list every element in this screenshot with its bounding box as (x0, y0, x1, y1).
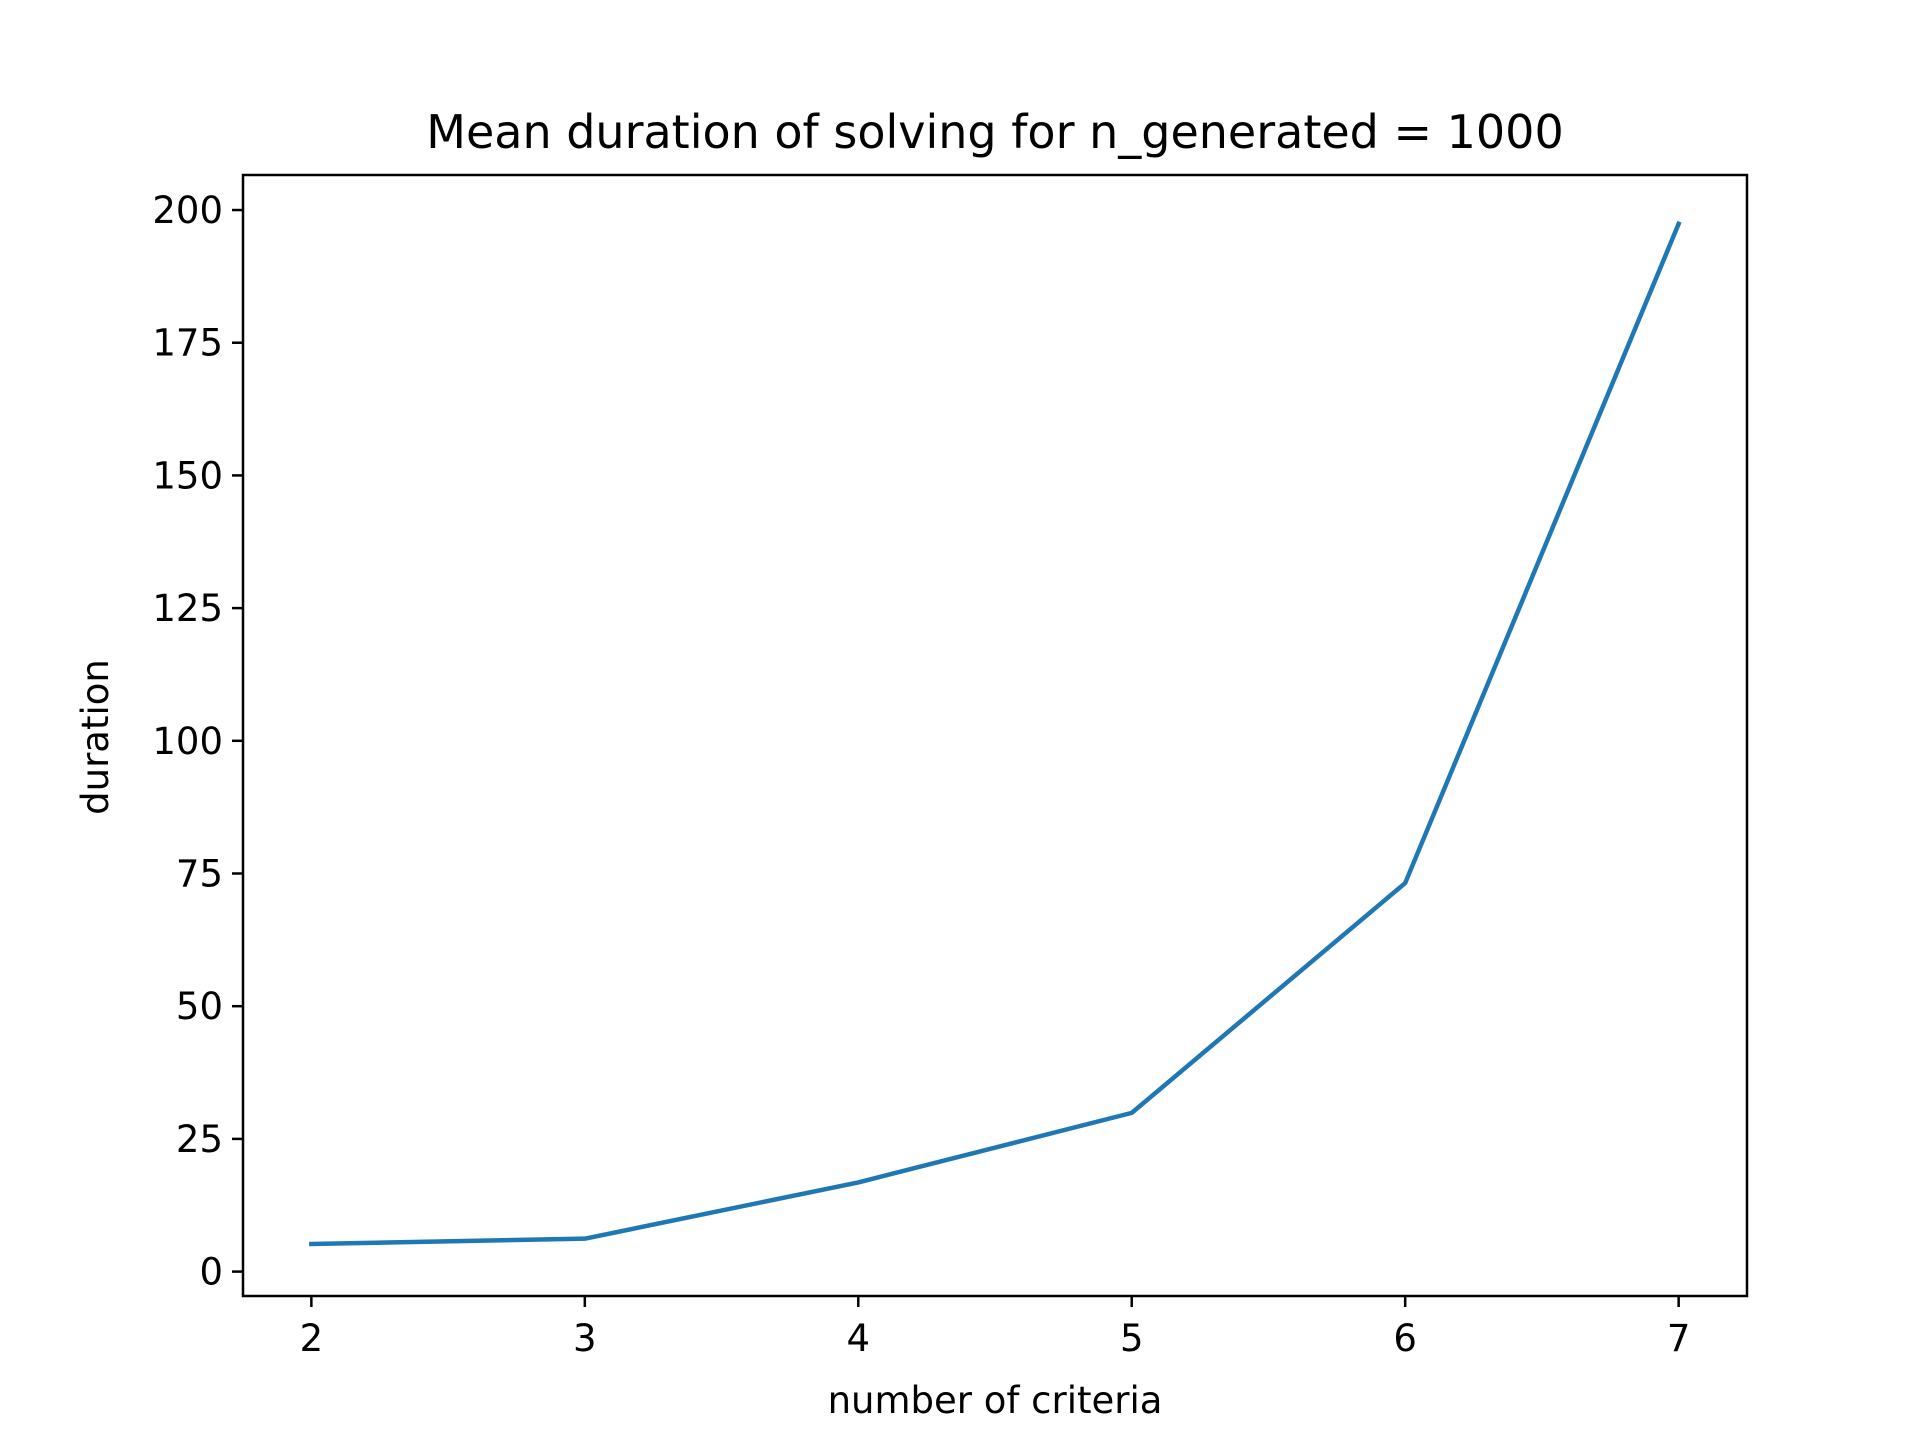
y-tick-label: 50 (176, 985, 223, 1028)
x-tick-label: 2 (300, 1317, 324, 1360)
y-tick-label: 0 (199, 1251, 223, 1294)
y-tick-label: 125 (152, 587, 223, 630)
y-axis-ticks: 0 25 50 75 100 125 150 175 200 (152, 189, 243, 1294)
x-tick-label: 7 (1667, 1317, 1691, 1360)
y-tick-label: 75 (176, 853, 223, 896)
y-tick-label: 100 (152, 720, 223, 763)
x-axis-label: number of criteria (828, 1379, 1163, 1422)
y-tick-label: 25 (176, 1118, 223, 1161)
y-tick-label: 175 (152, 322, 223, 365)
y-tick-label: 150 (152, 454, 223, 497)
chart-title: Mean duration of solving for n_generated… (426, 105, 1563, 159)
series-line (309, 220, 1682, 1247)
plot-area (309, 220, 1682, 1247)
x-axis-ticks: 2 3 4 5 6 7 (300, 1296, 1691, 1360)
x-tick-label: 5 (1120, 1317, 1144, 1360)
x-tick-label: 4 (846, 1317, 870, 1360)
axes-frame (241, 173, 1749, 1298)
y-tick-label: 200 (152, 189, 223, 232)
y-axis-label: duration (74, 659, 117, 815)
x-tick-label: 3 (573, 1317, 597, 1360)
x-tick-label: 6 (1393, 1317, 1417, 1360)
